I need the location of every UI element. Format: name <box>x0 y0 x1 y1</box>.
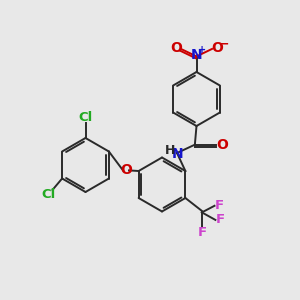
Text: F: F <box>197 226 206 239</box>
Text: N: N <box>191 48 202 62</box>
Text: O: O <box>120 163 132 177</box>
Text: O: O <box>211 41 223 55</box>
Text: Cl: Cl <box>41 188 56 202</box>
Text: F: F <box>215 199 224 212</box>
Text: O: O <box>216 138 228 152</box>
Text: O: O <box>170 41 182 55</box>
Text: N: N <box>172 147 184 161</box>
Text: Cl: Cl <box>78 111 93 124</box>
Text: +: + <box>197 45 206 55</box>
Text: F: F <box>216 213 225 226</box>
Text: H: H <box>165 143 176 157</box>
Text: −: − <box>218 38 229 51</box>
